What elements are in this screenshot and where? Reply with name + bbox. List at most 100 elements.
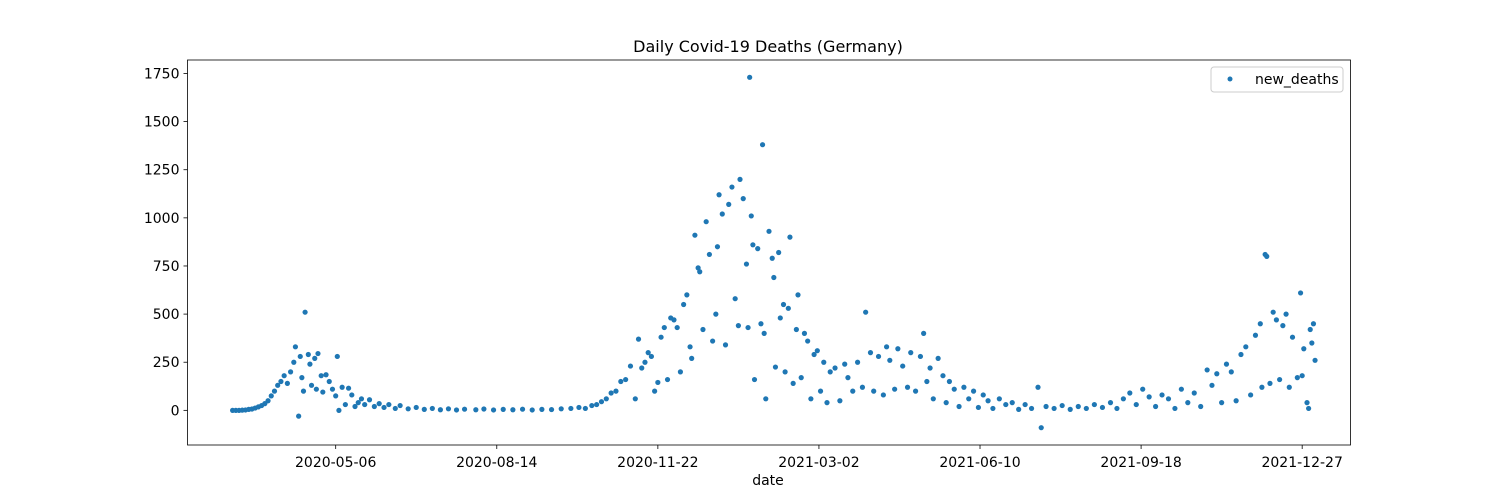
data-point xyxy=(782,369,788,375)
data-point xyxy=(980,392,986,398)
legend-marker xyxy=(1227,76,1233,82)
data-point xyxy=(300,388,307,394)
data-point xyxy=(655,379,661,386)
plot-area xyxy=(187,59,1351,446)
data-point xyxy=(642,359,648,365)
data-point xyxy=(681,301,687,308)
data-point xyxy=(692,232,698,238)
data-point xyxy=(437,407,443,413)
data-point xyxy=(713,311,719,317)
data-point xyxy=(1022,401,1028,408)
data-point xyxy=(1127,390,1133,396)
data-point xyxy=(740,196,746,202)
data-point xyxy=(652,388,658,394)
data-point xyxy=(935,355,941,361)
data-point xyxy=(1219,400,1225,406)
data-point xyxy=(1051,405,1057,412)
data-point xyxy=(795,292,801,298)
data-point xyxy=(1178,386,1184,392)
data-point xyxy=(413,404,419,411)
data-point xyxy=(761,330,767,336)
data-point xyxy=(824,400,830,406)
data-point xyxy=(453,407,460,413)
data-point xyxy=(946,378,953,385)
data-point xyxy=(722,342,729,348)
data-point xyxy=(1283,311,1289,317)
data-point xyxy=(473,407,479,413)
data-point xyxy=(811,351,817,358)
data-point xyxy=(719,211,725,217)
data-point xyxy=(689,355,695,361)
data-point xyxy=(576,404,582,411)
data-point xyxy=(519,406,526,412)
data-point xyxy=(1198,403,1204,410)
data-point xyxy=(975,404,982,411)
data-point xyxy=(284,380,290,386)
data-point xyxy=(429,405,435,412)
data-point xyxy=(1114,405,1120,412)
data-point xyxy=(568,405,574,412)
data-point xyxy=(766,228,772,234)
data-point xyxy=(1091,401,1097,408)
data-point xyxy=(817,388,824,394)
data-point xyxy=(421,406,427,412)
legend-box xyxy=(1210,66,1344,93)
y-tick-label: 750 xyxy=(153,259,180,275)
data-point xyxy=(687,344,693,350)
data-point xyxy=(1140,386,1146,392)
data-point xyxy=(349,392,355,398)
data-point xyxy=(405,406,411,412)
data-point xyxy=(758,321,764,327)
data-point xyxy=(333,393,339,399)
data-point xyxy=(674,324,680,331)
data-point xyxy=(908,350,914,356)
data-point xyxy=(1146,394,1152,400)
data-point xyxy=(1191,390,1197,396)
data-point xyxy=(305,351,311,358)
data-point xyxy=(772,364,779,370)
data-point xyxy=(1067,406,1073,412)
data-point xyxy=(268,393,274,399)
data-point xyxy=(887,357,893,363)
data-point xyxy=(895,346,901,352)
data-point xyxy=(1312,357,1318,363)
data-point xyxy=(278,378,284,385)
data-point xyxy=(697,269,703,275)
data-point xyxy=(312,355,318,361)
data-point xyxy=(743,261,750,267)
data-point xyxy=(308,382,315,388)
data-point xyxy=(1099,404,1106,411)
data-point xyxy=(397,402,403,409)
data-point xyxy=(837,398,843,404)
data-point xyxy=(648,353,655,360)
data-point xyxy=(930,396,936,402)
data-point xyxy=(751,376,758,383)
data-point xyxy=(329,386,336,392)
data-point xyxy=(461,406,468,412)
data-point xyxy=(510,407,516,413)
data-point xyxy=(1038,425,1044,431)
data-point xyxy=(366,397,373,403)
data-point xyxy=(299,375,305,381)
data-point xyxy=(315,350,321,357)
data-point xyxy=(961,384,967,390)
data-point xyxy=(658,334,664,340)
data-point xyxy=(307,361,313,367)
data-point xyxy=(814,348,820,354)
data-point xyxy=(703,219,709,225)
data-point xyxy=(1120,396,1126,402)
x-axis: 2020-05-06 2020-08-14 2020-11-22 2021-03-02… xyxy=(295,445,1343,471)
data-point xyxy=(1238,351,1244,358)
y-tick-label: 0 xyxy=(171,403,180,419)
data-point xyxy=(714,244,721,250)
data-point xyxy=(985,398,991,404)
data-point xyxy=(376,401,382,407)
data-point xyxy=(1248,392,1254,398)
data-point xyxy=(732,296,738,302)
data-point xyxy=(793,326,799,333)
data-point xyxy=(582,405,588,412)
data-point xyxy=(558,406,564,412)
data-point xyxy=(924,378,930,385)
data-point xyxy=(850,388,856,394)
